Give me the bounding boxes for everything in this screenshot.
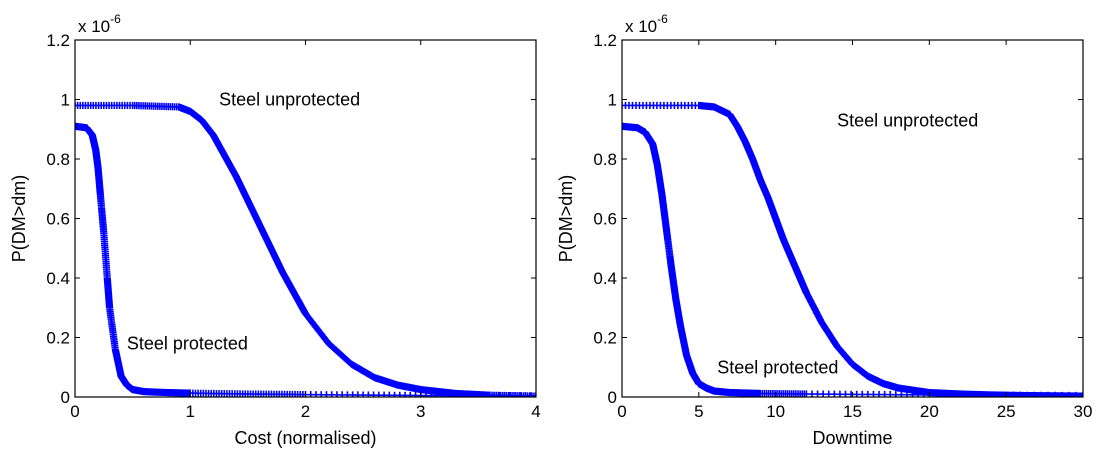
downtime-x-tick-label: 20 — [920, 402, 939, 421]
downtime-x-tick-label: 25 — [997, 402, 1016, 421]
cost-series-unprotected — [75, 101, 536, 397]
downtime-x-tick-label: 0 — [617, 402, 626, 421]
cost-y-tick-label: 0.8 — [46, 150, 70, 169]
cost-series-protected — [75, 122, 536, 397]
downtime-series-protected — [622, 122, 1083, 397]
cost-x-tick-label: 2 — [301, 402, 310, 421]
cost-y-multiplier-base: x 10 — [78, 17, 110, 36]
downtime-x-tick-label: 30 — [1074, 402, 1093, 421]
downtime-y-tick-label: 1 — [608, 91, 617, 110]
cost-y-tick-label: 1.2 — [46, 31, 70, 50]
downtime-x-tick-label: 5 — [694, 402, 703, 421]
downtime-y-multiplier-exp: -6 — [657, 12, 668, 26]
downtime-x-tick-label: 10 — [766, 402, 785, 421]
downtime-y-tick-label: 0.6 — [593, 210, 617, 229]
downtime-y-tick-label: 0.8 — [593, 150, 617, 169]
downtime-y-tick-label: 1.2 — [593, 31, 617, 50]
cost-chart: 0 1 2 3 4 0 0.2 0.4 0.6 0.8 1 1.2 x 10-6 Cost (normal… — [9, 12, 541, 448]
cost-annotation-unprotected: Steel unprotected — [219, 90, 360, 110]
downtime-y-multiplier-base: x 10 — [625, 17, 657, 36]
cost-x-tick-label: 3 — [416, 402, 425, 421]
downtime-x-axis-label: Downtime — [812, 428, 892, 448]
cost-y-axis-label: P(DM>dm) — [9, 175, 29, 263]
cost-y-tick-label: 0.6 — [46, 210, 70, 229]
downtime-chart: 0 5 10 15 20 25 30 0 0.2 0.4 0.6 0.8 1 1.2 x 10-6 Downt… — [556, 12, 1092, 448]
downtime-series-marker-path — [622, 122, 1083, 397]
cost-x-axis-label: Cost (normalised) — [234, 428, 376, 448]
cost-annotation-protected: Steel protected — [127, 333, 248, 353]
downtime-y-tick-label: 0.2 — [593, 329, 617, 348]
cost-series-marker-path — [75, 101, 536, 397]
downtime-axes-frame — [621, 39, 1084, 398]
cost-y-multiplier-exp: -6 — [110, 12, 121, 26]
cost-x-tick-label: 4 — [531, 402, 540, 421]
cost-series-marker-path — [75, 122, 536, 397]
downtime-y-axis-label: P(DM>dm) — [556, 175, 576, 263]
downtime-y-multiplier: x 10-6 — [625, 12, 668, 36]
downtime-y-tick-label: 0 — [608, 388, 617, 407]
cost-y-tick-label: 0.2 — [46, 329, 70, 348]
downtime-annotation-protected: Steel protected — [717, 357, 838, 377]
downtime-annotation-unprotected: Steel unprotected — [837, 110, 978, 130]
cost-y-tick-label: 0.4 — [46, 269, 70, 288]
cost-y-tick-label: 0 — [61, 388, 70, 407]
cost-x-tick-label: 0 — [70, 402, 79, 421]
cost-x-tick-label: 1 — [186, 402, 195, 421]
cost-y-tick-label: 1 — [61, 91, 70, 110]
downtime-x-tick-label: 15 — [843, 402, 862, 421]
cost-y-multiplier: x 10-6 — [78, 12, 121, 36]
downtime-y-tick-label: 0.4 — [593, 269, 617, 288]
